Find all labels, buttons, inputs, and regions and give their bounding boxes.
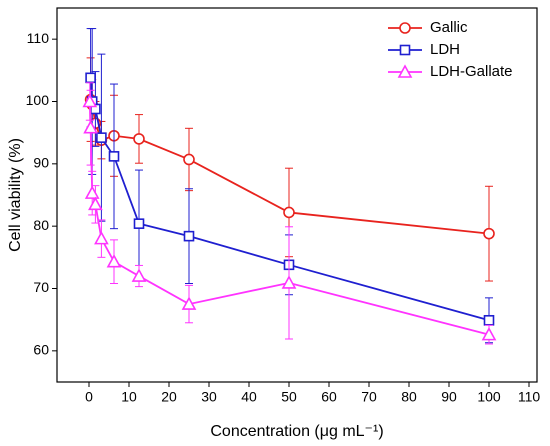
point	[133, 133, 145, 145]
y-tick-label: 60	[33, 342, 49, 358]
y-axis-title: Cell viability (%)	[7, 138, 24, 252]
legend-text: LDH	[430, 41, 460, 58]
y-tick-label: 70	[33, 279, 49, 295]
legend-marker	[399, 44, 411, 56]
point	[82, 93, 98, 108]
point	[183, 230, 195, 242]
point	[94, 230, 109, 245]
point	[481, 326, 497, 341]
x-tick-label: 40	[241, 389, 257, 405]
x-tick-label: 50	[281, 389, 297, 405]
point	[483, 227, 495, 240]
point	[131, 268, 147, 282]
x-tick-label: 80	[401, 389, 417, 405]
point	[133, 218, 145, 229]
point	[181, 296, 197, 310]
point	[281, 275, 297, 289]
x-axis-title: Concentration (μg mL⁻¹)	[210, 423, 383, 440]
legend-text: Gallic	[430, 19, 468, 36]
x-tick-label: 100	[477, 389, 501, 405]
y-tick-label: 90	[33, 155, 49, 171]
point	[83, 120, 98, 134]
x-tick-label: 30	[201, 389, 217, 405]
point	[84, 185, 100, 199]
x-tick-label: 0	[85, 389, 93, 405]
point	[106, 254, 122, 268]
y-tick-label: 100	[26, 92, 50, 108]
point	[96, 132, 107, 143]
point	[108, 151, 120, 162]
x-tick-label: 90	[441, 389, 457, 405]
x-tick-label: 70	[361, 389, 377, 405]
x-tick-label: 20	[161, 389, 177, 405]
legend-marker	[397, 64, 413, 78]
x-tick-label: 110	[518, 389, 541, 405]
point	[88, 196, 103, 211]
y-tick-label: 110	[27, 30, 50, 46]
point	[483, 314, 495, 326]
legend-marker	[399, 22, 411, 34]
x-tick-label: 60	[321, 389, 337, 405]
point	[183, 153, 195, 166]
series-line	[88, 101, 490, 336]
point	[283, 206, 295, 219]
legend-text: LDH-Gallate	[430, 63, 513, 80]
y-tick-label: 80	[33, 217, 49, 233]
point	[85, 72, 96, 84]
plot-frame	[56, 7, 538, 383]
x-tick-label: 10	[121, 389, 137, 405]
